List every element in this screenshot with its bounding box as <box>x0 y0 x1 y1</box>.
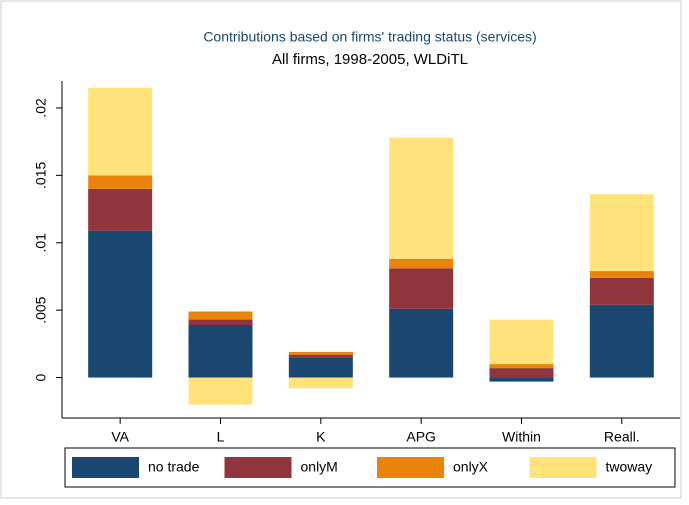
legend-label: onlyM <box>301 459 338 475</box>
y-tick-label: .005 <box>33 296 49 323</box>
legend-swatch <box>224 457 292 478</box>
bar-segment <box>188 319 253 325</box>
bar-segment <box>489 364 554 369</box>
x-tick-label: Within <box>502 429 541 445</box>
x-tick-label: Reall. <box>604 429 640 445</box>
bar-segment <box>489 319 554 365</box>
y-tick-label: .015 <box>33 162 49 189</box>
x-tick-label: APG <box>406 429 436 445</box>
bar-segment <box>288 351 353 355</box>
bar-segment <box>88 188 153 231</box>
y-tick-label: .01 <box>33 233 49 253</box>
y-tick-label: 0 <box>33 373 49 381</box>
bar-segment <box>389 258 454 269</box>
legend-swatch <box>377 457 444 478</box>
legend-label: no trade <box>148 459 200 475</box>
x-tick-label: K <box>316 429 326 445</box>
bar-segment <box>88 230 153 378</box>
bar-segment <box>589 304 654 378</box>
bar-segment <box>389 137 454 259</box>
legend-label: twoway <box>606 459 653 475</box>
bar-segment <box>288 354 353 358</box>
y-tick-label: .02 <box>33 98 49 118</box>
chart-subtitle: All firms, 1998-2005, WLDiTL <box>272 51 468 68</box>
chart-title: Contributions based on firms' trading st… <box>203 29 536 45</box>
bar-segment <box>88 87 153 176</box>
bar-segment <box>389 308 454 378</box>
x-tick-label: VA <box>111 429 129 445</box>
bar-segment <box>288 357 353 378</box>
bar-segment <box>288 377 353 389</box>
legend-swatch <box>72 457 139 478</box>
bar-segment <box>389 268 454 309</box>
legend-swatch <box>529 457 597 478</box>
bar-segment <box>589 277 654 305</box>
bar-segment <box>489 368 554 378</box>
legend-label: onlyX <box>453 459 489 475</box>
bar-segment <box>489 377 554 382</box>
bar-segment <box>589 271 654 278</box>
bar-segment <box>589 194 654 272</box>
x-tick-label: L <box>217 429 225 445</box>
bar-segment <box>188 324 253 378</box>
bar-segment <box>188 311 253 320</box>
bar-segment <box>88 175 153 189</box>
bar-segment <box>188 377 253 405</box>
